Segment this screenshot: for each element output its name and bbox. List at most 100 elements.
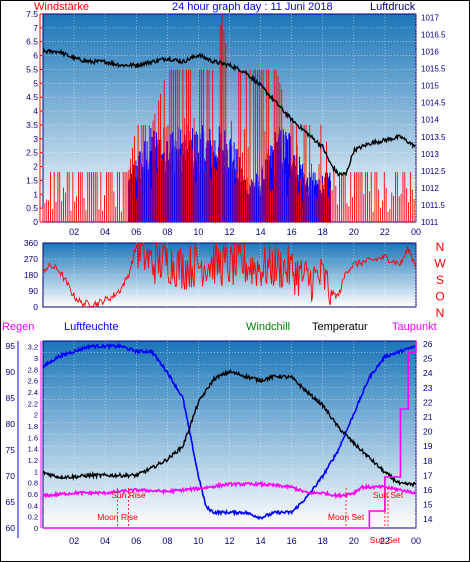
compass-label: W <box>434 257 446 271</box>
rain-tick-label: 0.2 <box>28 513 38 522</box>
humidity-series <box>42 342 416 521</box>
x-tick-label: 00 <box>411 536 421 546</box>
rain-tick-label: 2.4 <box>28 388 38 397</box>
annotation-label: Sun Set <box>373 490 404 500</box>
x-tick-label: 10 <box>193 536 203 546</box>
wind-tick-label: 5 <box>33 78 38 88</box>
rain-tick-label: 1.4 <box>28 445 38 454</box>
pressure-series <box>42 47 416 177</box>
direction-tick-label: 90 <box>29 286 39 296</box>
wind-tick-label: 4.5 <box>26 92 38 102</box>
direction-tick-label: 360 <box>24 238 38 248</box>
x-tick-label: 22 <box>380 227 390 237</box>
rain-series <box>43 341 417 529</box>
temperature-tick-label: 17 <box>423 470 433 480</box>
wind-tick-label: 6 <box>33 51 38 61</box>
pressure-tick-label: 1015 <box>421 82 439 91</box>
rain-tick-label: 1.8 <box>28 422 38 431</box>
rain-tick-label: 1 <box>34 467 38 476</box>
wind-tick-label: 0 <box>33 217 38 227</box>
x-tick-label: 00 <box>411 227 421 237</box>
rain-tick-label: 0.8 <box>28 479 38 488</box>
temperature-tick-label: 23 <box>423 383 433 393</box>
x-tick-label: 06 <box>131 227 141 237</box>
pressure-tick-label: 1013 <box>421 150 439 159</box>
annotation-label: Sun Rise <box>111 490 146 500</box>
x-tick-label: 04 <box>100 227 110 237</box>
pressure-tick-label: 1014.5 <box>421 99 446 108</box>
temperature-tick-label: 14 <box>423 514 433 524</box>
humidity-tick-label: 60 <box>6 523 16 533</box>
temperature-series <box>43 368 416 488</box>
x-tick-label: 20 <box>349 227 359 237</box>
direction-tick-label: 0 <box>33 302 38 312</box>
wind-speed-series <box>42 14 415 222</box>
rain-tick-label: 2.8 <box>28 365 38 374</box>
pressure-tick-label: 1011 <box>421 218 439 227</box>
wind-tick-label: 1 <box>33 189 38 199</box>
dewpoint-label: Taupunkt <box>392 321 437 333</box>
chart-title: 24 hour graph day : 11 Juni 2018 <box>172 1 333 13</box>
wind-tick-label: 0.5 <box>26 203 38 213</box>
annotation-label: Sun Set <box>370 535 401 545</box>
humidity-tick-label: 75 <box>6 445 16 455</box>
compass-label: O <box>435 290 444 304</box>
temperature-tick-label: 16 <box>423 485 433 495</box>
wind-tick-label: 7.5 <box>26 9 38 19</box>
wind-direction-series <box>42 241 417 309</box>
direction-tick-label: 270 <box>24 254 38 264</box>
annotation-label: Moon Set <box>328 512 365 522</box>
temperature-tick-label: 20 <box>423 427 433 437</box>
pressure-tick-label: 1014 <box>421 116 439 125</box>
wind-direction-panel: 0 90 180 270 360 <box>24 238 417 312</box>
pressure-axis-label: Luftdruck <box>370 1 416 13</box>
temperature-tick-label: 15 <box>423 500 433 510</box>
rain-tick-label: 0.6 <box>28 490 38 499</box>
x-tick-label: 12 <box>224 536 234 546</box>
rain-tick-label: 3 <box>34 354 38 363</box>
pressure-tick-label: 1015.5 <box>421 65 446 74</box>
annotation-label: Moon Rise <box>97 512 138 522</box>
x-tick-label: 02 <box>69 536 79 546</box>
rain-tick-label: 0.4 <box>28 501 38 510</box>
temperature-tick-label: 26 <box>423 339 433 349</box>
temperature-tick-label: 18 <box>423 456 433 466</box>
x-tick-label: 04 <box>100 536 110 546</box>
x-tick-label: 18 <box>318 536 328 546</box>
x-tick-label: 06 <box>131 536 141 546</box>
humidity-temperature-panel: Sun Rise Moon Rise Moon Set Sun Set Sun Set 6… <box>6 339 433 546</box>
temperature-tick-label: 21 <box>423 412 433 422</box>
x-tick-label: 20 <box>349 536 359 546</box>
rain-tick-label: 2.6 <box>28 377 38 386</box>
wind-tick-label: 3.5 <box>26 120 38 130</box>
x-tick-label: 22 <box>380 536 390 546</box>
humidity-tick-label: 80 <box>6 419 16 429</box>
dewpoint-series <box>42 480 416 500</box>
wind-tick-label: 5.5 <box>26 64 38 74</box>
temperature-label: Temperatur <box>312 321 368 333</box>
x-tick-label: 16 <box>287 536 297 546</box>
x-tick-label: 08 <box>162 227 172 237</box>
wind-pressure-panel: 0 0.5 1 1.5 2 2.5 3 3.5 4 4.5 5 5.5 6 6.5 7 7.5 1011 1011… <box>26 9 446 237</box>
compass-label: N <box>436 240 445 254</box>
x-tick-label: 12 <box>224 227 234 237</box>
temperature-tick-label: 24 <box>423 368 433 378</box>
pressure-tick-label: 1017 <box>421 13 439 22</box>
pressure-tick-label: 1016 <box>421 48 439 57</box>
pressure-tick-label: 1012 <box>421 184 439 193</box>
wind-tick-label: 6.5 <box>26 37 38 47</box>
direction-tick-label: 180 <box>24 270 38 280</box>
wind-tick-label: 4 <box>33 106 38 116</box>
pressure-tick-label: 1016.5 <box>421 30 446 39</box>
wind-tick-label: 3 <box>33 134 38 144</box>
compass-label: S <box>436 273 444 287</box>
x-tick-label: 16 <box>287 227 297 237</box>
humidity-tick-label: 65 <box>6 497 16 507</box>
rain-tick-label: 2 <box>34 411 38 420</box>
x-tick-label: 18 <box>318 227 328 237</box>
rain-tick-label: 1.6 <box>28 433 38 442</box>
humidity-label: Luftfeuchte <box>64 321 118 333</box>
